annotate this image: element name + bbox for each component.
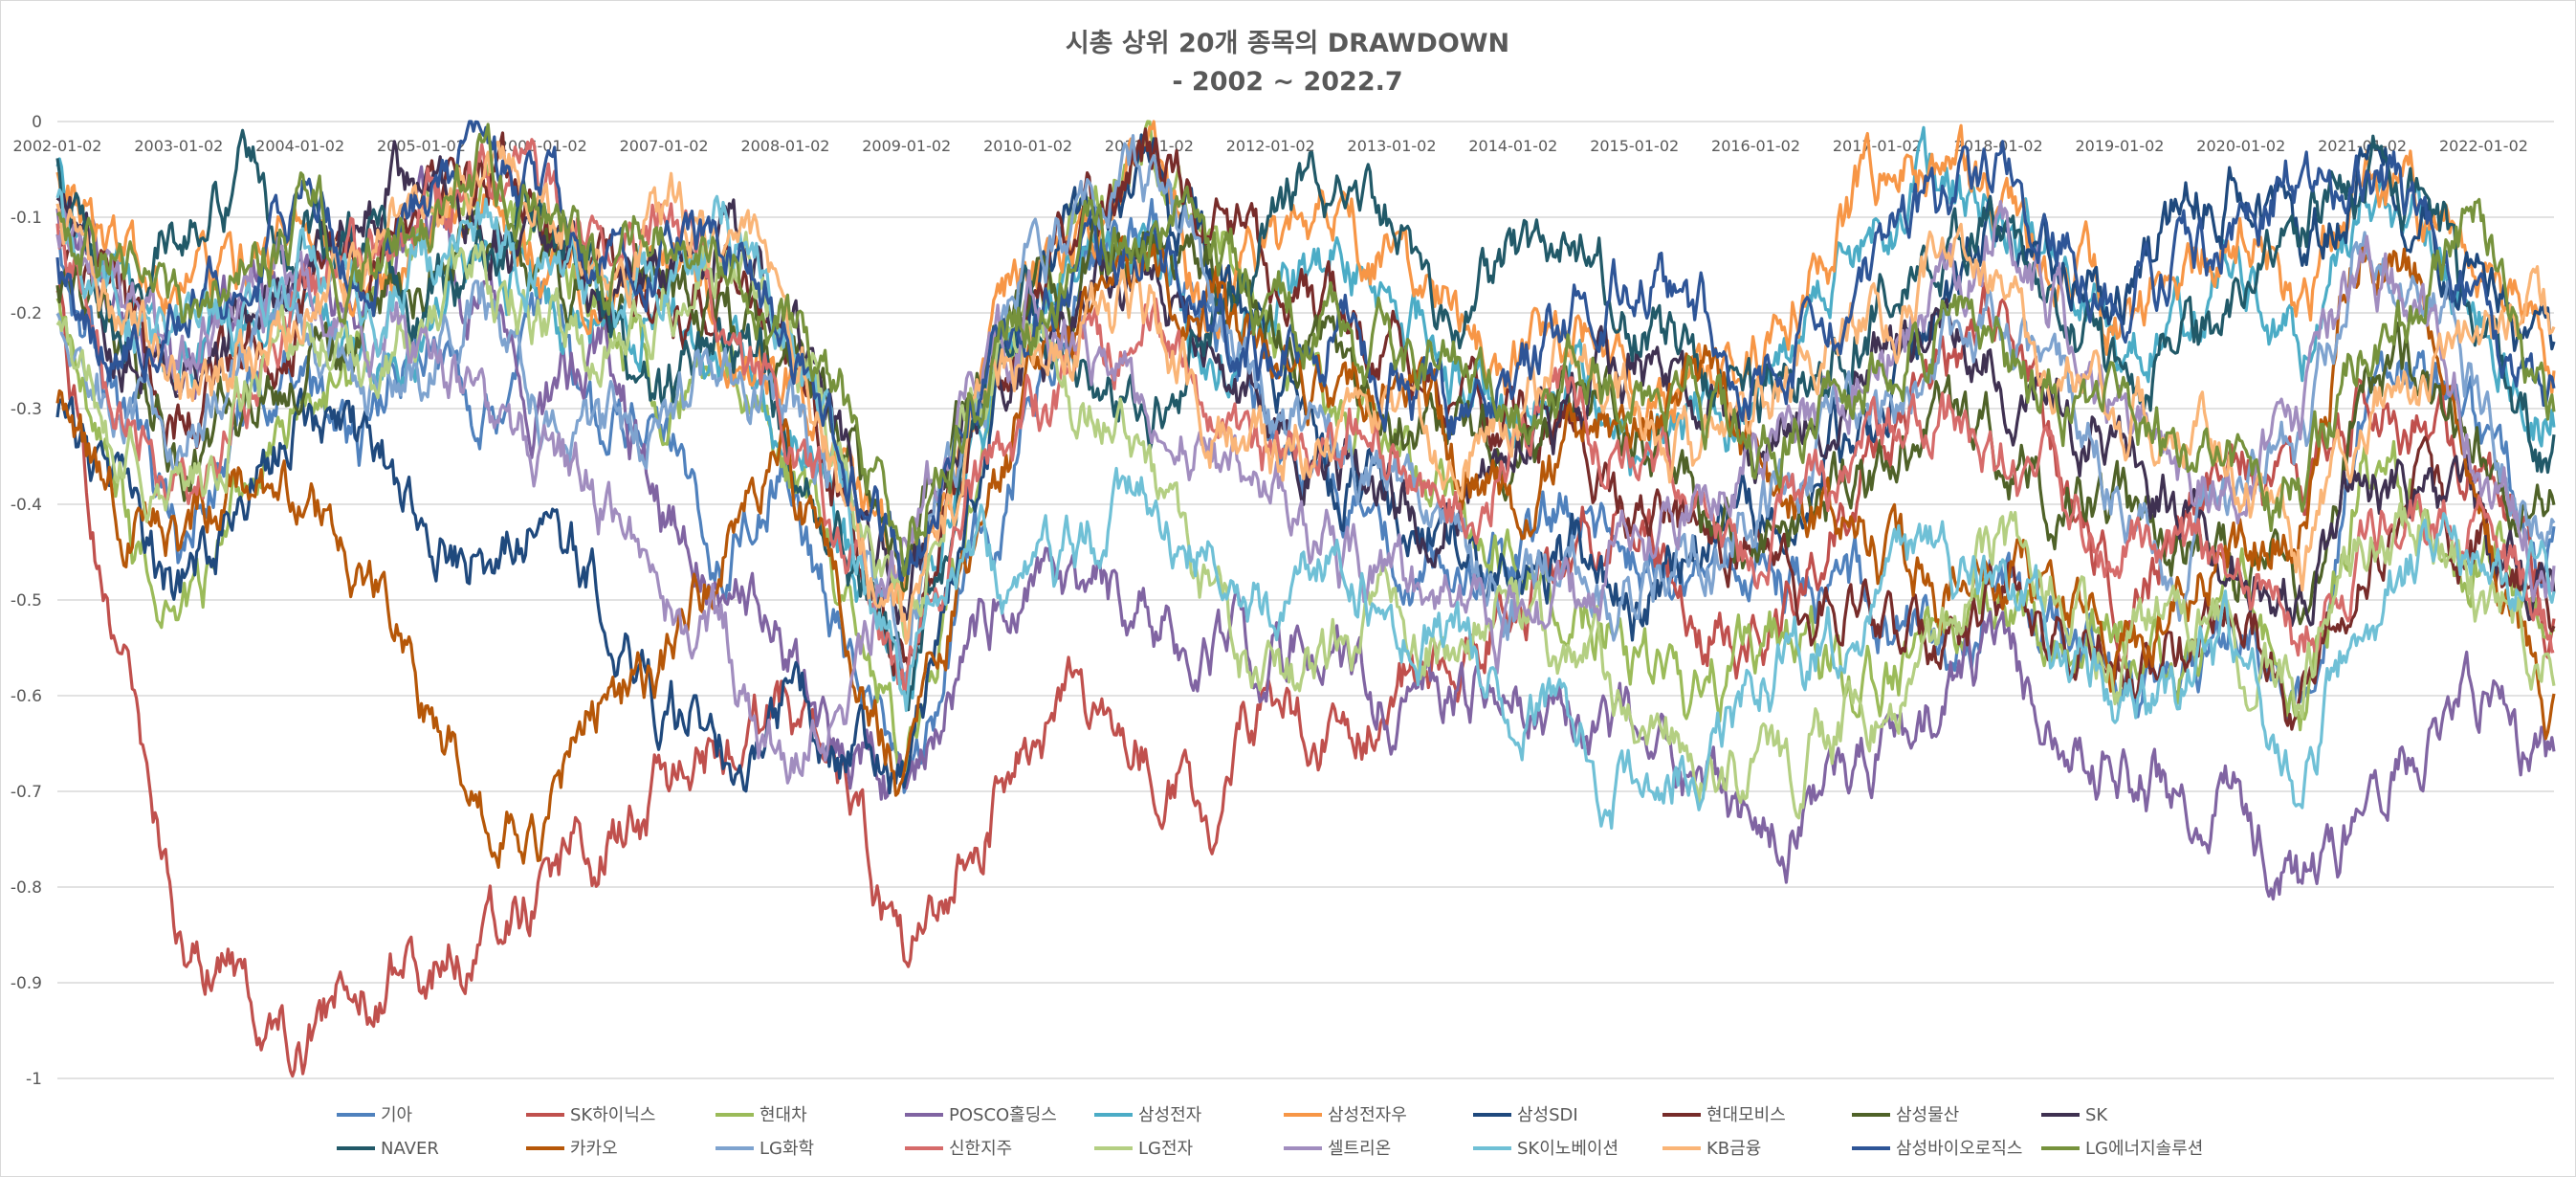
- series-line: [55, 188, 2556, 831]
- x-tick-label: 2002-01-02: [13, 137, 102, 155]
- legend-label: LG에너지솔루션: [2085, 1139, 2203, 1159]
- chart-subtitle: - 2002 ~ 2022.7: [1172, 67, 1402, 97]
- legend-label: LG화학: [760, 1139, 814, 1159]
- x-tick-label: 2018-01-02: [1954, 137, 2043, 155]
- series-line: [55, 199, 2556, 785]
- legend-label: NAVER: [381, 1139, 439, 1159]
- legend-label: KB금융: [1706, 1139, 1761, 1159]
- x-tick-label: 2015-01-02: [1590, 137, 1679, 155]
- legend-label: 셀트리온: [1328, 1139, 1391, 1159]
- x-tick-label: 2008-01-02: [740, 137, 829, 155]
- y-tick-label: -0.7: [11, 783, 42, 802]
- y-tick-label: -0.1: [11, 209, 42, 228]
- x-tick-label: 2007-01-02: [620, 137, 709, 155]
- legend-label: 삼성전자우: [1328, 1105, 1407, 1125]
- series-line: [55, 140, 2556, 628]
- x-tick-label: 2009-01-02: [862, 137, 951, 155]
- legend-label: 삼성물산: [1896, 1105, 1959, 1125]
- x-tick-label: 2012-01-02: [1226, 137, 1315, 155]
- x-tick-label: 2020-01-02: [2196, 137, 2285, 155]
- legend-label: 현대모비스: [1706, 1105, 1786, 1125]
- x-tick-label: 2005-01-02: [377, 137, 466, 155]
- y-tick-label: -0.5: [11, 591, 42, 611]
- y-axis-ticks: 0 -0.1 -0.2 -0.3 -0.4 -0.5 -0.6 -0.7 -0.8 -0.9 -1: [11, 113, 42, 1089]
- y-tick-label: -0.8: [11, 878, 42, 898]
- x-tick-label: 2006-01-02: [498, 137, 587, 155]
- x-tick-label: 2003-01-02: [134, 137, 223, 155]
- y-tick-label: 0: [32, 113, 42, 132]
- legend-label: 카카오: [570, 1139, 618, 1159]
- x-axis-ticks: 2002-01-02 2003-01-02 2004-01-02 2005-01-02…: [13, 137, 2528, 155]
- legend-label: SK이노베이션: [1517, 1139, 1618, 1159]
- series-line: [56, 127, 2556, 731]
- legend: 기아 SK하이닉스 현대차 POSCO홀딩스 삼성전자 삼성전자우 삼성SDI 현대모비스 삼성…: [337, 1105, 2203, 1159]
- legend-label: 삼성SDI: [1517, 1105, 1578, 1125]
- y-tick-label: -0.4: [11, 496, 42, 515]
- legend-label: LG전자: [1138, 1139, 1194, 1159]
- y-tick-label: -0.9: [11, 974, 42, 993]
- series-lines: [55, 120, 2556, 1078]
- legend-label: POSCO홀딩스: [949, 1105, 1057, 1125]
- legend-label: 현대차: [760, 1105, 807, 1125]
- legend-label: 기아: [381, 1105, 413, 1125]
- chart-title: 시총 상위 20개 종목의 DRAWDOWN: [1066, 29, 1509, 58]
- series-line: [55, 235, 2556, 870]
- series-line: [55, 231, 2556, 820]
- legend-label: 삼성바이오로직스: [1896, 1139, 2022, 1159]
- legend-label: SK: [2085, 1105, 2108, 1125]
- y-tick-label: -0.2: [11, 304, 42, 323]
- x-tick-label: 2014-01-02: [1468, 137, 1557, 155]
- y-tick-label: -0.6: [11, 687, 42, 706]
- series-line: [55, 122, 2556, 578]
- x-tick-label: 2017-01-02: [1833, 137, 1922, 155]
- x-tick-label: 2010-01-02: [983, 137, 1072, 155]
- x-tick-label: 2004-01-02: [255, 137, 344, 155]
- legend-label: 신한지주: [949, 1139, 1012, 1159]
- y-tick-label: -0.3: [11, 400, 42, 419]
- x-tick-label: 2019-01-02: [2075, 137, 2164, 155]
- legend-label: SK하이닉스: [570, 1105, 655, 1125]
- x-tick-label: 2013-01-02: [1348, 137, 1437, 155]
- series-line: [55, 281, 2556, 1078]
- x-tick-label: 2022-01-02: [2439, 137, 2528, 155]
- y-tick-label: -1: [26, 1070, 42, 1089]
- legend-label: 삼성전자: [1138, 1105, 1202, 1125]
- x-tick-label: 2016-01-02: [1711, 137, 1800, 155]
